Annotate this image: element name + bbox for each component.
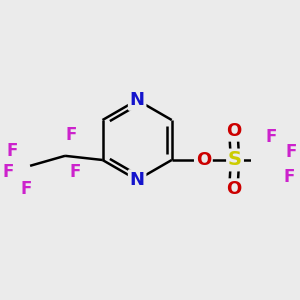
Text: N: N [130,171,145,189]
Text: O: O [226,180,241,198]
Text: F: F [6,142,17,160]
Text: F: F [69,164,81,181]
Text: F: F [20,180,32,198]
Text: F: F [265,128,277,146]
Text: O: O [196,151,211,169]
Text: N: N [130,91,145,109]
Text: O: O [226,122,241,140]
Text: F: F [284,168,295,186]
Text: F: F [286,143,297,161]
Text: S: S [228,151,242,169]
Text: F: F [65,126,76,144]
Text: F: F [3,164,14,181]
